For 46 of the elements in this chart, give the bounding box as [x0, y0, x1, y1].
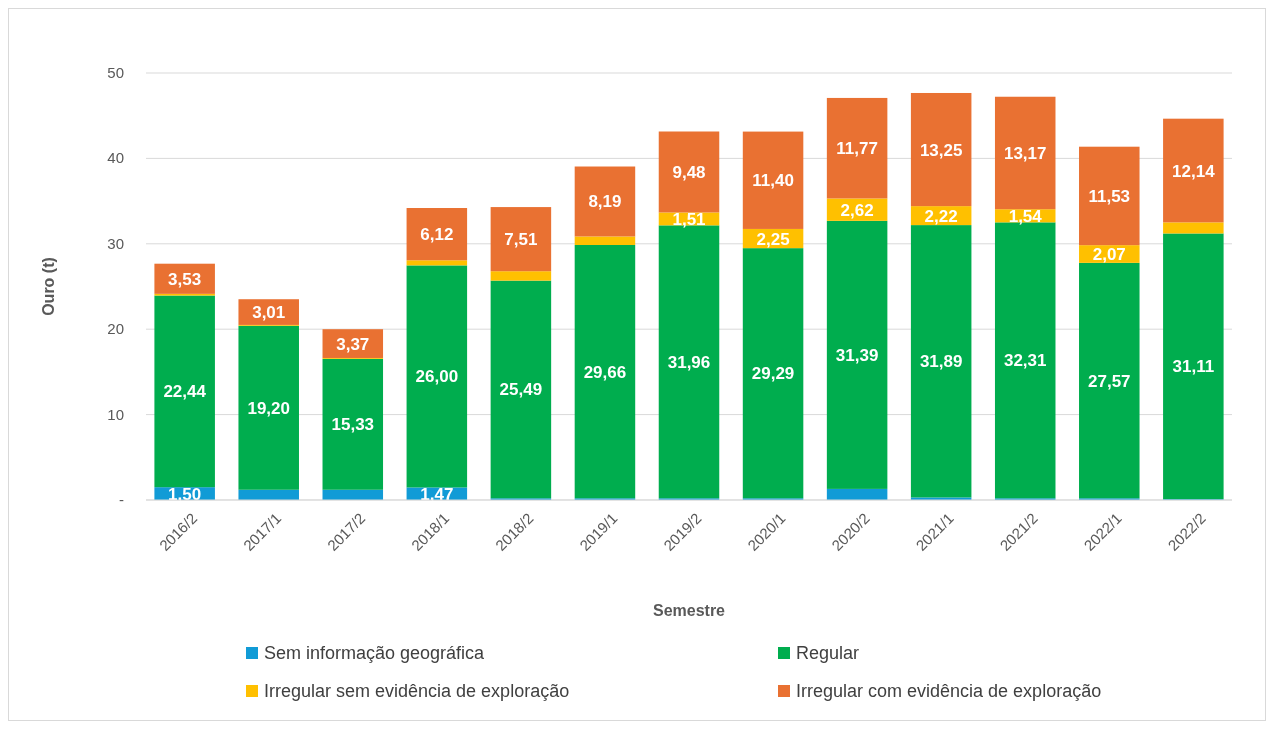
data-label: 2,22 — [924, 206, 958, 226]
data-label: 32,31 — [1003, 351, 1047, 371]
data-label: 11,40 — [752, 171, 794, 191]
data-label: 31,11 — [1172, 357, 1215, 377]
data-label: 15,33 — [331, 415, 375, 435]
data-label: 22,44 — [163, 382, 207, 402]
data-label: 11,77 — [836, 139, 878, 159]
legend-label: Regular — [796, 643, 860, 663]
data-label: 29,66 — [583, 362, 627, 382]
y-tick-label: 40 — [107, 149, 124, 167]
legend-label: Irregular com evidência de exploração — [796, 681, 1102, 701]
legend-label: Irregular sem evidência de exploração — [264, 681, 570, 701]
data-label: 19,20 — [247, 398, 290, 418]
data-label: 8,19 — [588, 192, 622, 212]
data-label: 1,51 — [672, 209, 706, 229]
data-label: 29,29 — [751, 364, 795, 384]
data-label: 31,96 — [667, 352, 711, 372]
x-axis-title: Semestre — [652, 602, 726, 619]
data-label: 7,51 — [504, 230, 538, 250]
y-tick-label: 30 — [107, 234, 124, 252]
y-tick-label: 10 — [107, 405, 124, 423]
data-label: 12,14 — [1172, 161, 1216, 181]
data-label: 1,47 — [420, 484, 454, 504]
data-label: 3,53 — [168, 269, 202, 289]
data-label: 3,37 — [336, 334, 370, 354]
data-label: 1,50 — [168, 484, 202, 504]
data-label: 31,39 — [835, 345, 879, 365]
data-label: 1,54 — [1008, 206, 1043, 226]
data-label: 6,12 — [420, 225, 454, 245]
y-tick-label: 20 — [107, 320, 124, 338]
data-label: 3,01 — [252, 303, 286, 323]
data-label: 11,53 — [1088, 186, 1131, 206]
y-tick-label: 50 — [107, 64, 124, 81]
y-tick-label: - — [119, 491, 124, 508]
legend-label: Sem informação geográfica — [264, 643, 486, 663]
data-label: 9,48 — [672, 162, 706, 182]
data-label: 2,07 — [1092, 245, 1126, 265]
data-label: 2,62 — [840, 200, 874, 220]
data-label: 26,00 — [415, 367, 459, 387]
data-label: 25,49 — [499, 380, 543, 400]
data-label: 13,25 — [919, 140, 963, 160]
data-label: 13,17 — [1003, 143, 1047, 163]
data-label: 27,57 — [1088, 371, 1131, 391]
data-label: 31,89 — [919, 352, 963, 372]
y-axis-title: Ouro (t) — [40, 257, 57, 316]
data-label: 2,25 — [756, 229, 790, 249]
